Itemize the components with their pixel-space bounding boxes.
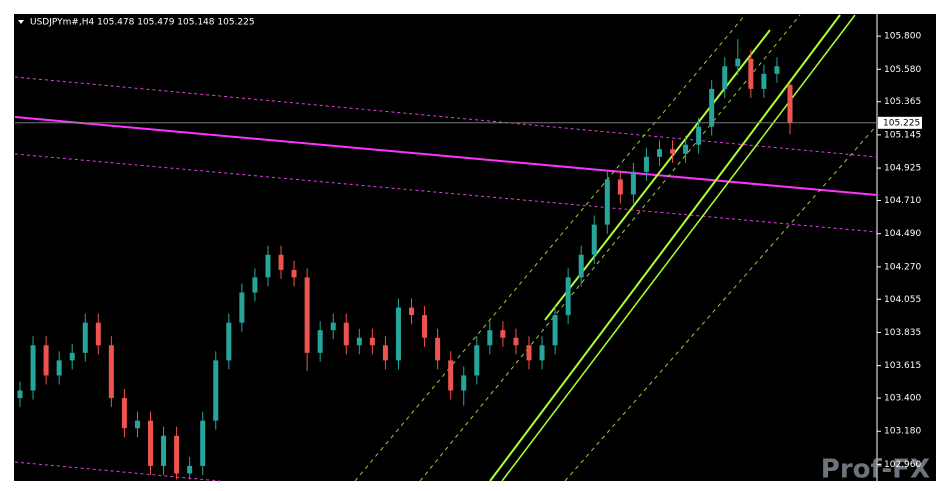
candle-body: [17, 390, 23, 399]
candle-body: [748, 58, 754, 89]
candle-body: [474, 345, 480, 376]
candle-body: [774, 66, 780, 74]
current-price-label: 105.225: [883, 118, 920, 128]
y-tick-label: 103.615: [884, 361, 921, 371]
candle-body: [343, 322, 349, 346]
candle-body: [513, 337, 519, 346]
candle-body: [787, 84, 793, 123]
watermark: Prof-FX: [821, 455, 930, 485]
candle-body: [578, 254, 584, 278]
candle-body: [395, 307, 401, 361]
candle-body: [604, 179, 610, 225]
candle-body: [526, 345, 532, 361]
chart-title: USDJPYm#,H4 105.478 105.479 105.148 105.…: [30, 18, 255, 28]
y-tick-label: 103.400: [884, 394, 921, 404]
y-tick-label: 103.180: [884, 427, 921, 437]
candle-body: [448, 360, 454, 391]
candle-body: [409, 307, 415, 316]
candle-body: [82, 322, 88, 353]
trend-line: [489, 14, 841, 482]
candle-body: [95, 322, 101, 346]
candle-body: [539, 345, 545, 361]
y-tick-label: 105.580: [884, 65, 921, 75]
candle-body: [722, 66, 728, 89]
candle-body: [500, 330, 506, 338]
candle-body: [121, 398, 127, 429]
candle-body: [761, 73, 767, 89]
candle-body: [304, 277, 310, 353]
y-tick-label: 104.270: [884, 262, 921, 272]
candle-body: [435, 337, 441, 361]
candle-body: [108, 345, 114, 399]
candle-body: [552, 315, 558, 346]
candle-body: [200, 420, 206, 466]
y-tick-label: 105.800: [884, 32, 921, 42]
plot-background: [14, 14, 936, 481]
trend-line: [501, 14, 856, 482]
y-tick-label: 105.145: [884, 130, 921, 140]
y-tick-label: 104.055: [884, 295, 921, 305]
candle-body: [330, 322, 336, 331]
candle-body: [213, 360, 219, 421]
candle-body: [617, 179, 623, 195]
candle-body: [369, 337, 375, 346]
y-tick-label: 105.365: [884, 97, 921, 107]
candle-body: [356, 337, 362, 346]
channel-line: [14, 153, 878, 233]
candle-body: [487, 330, 493, 346]
candle-body: [696, 126, 702, 145]
candle-body: [187, 465, 193, 474]
candle-body: [735, 58, 741, 67]
candle-body: [30, 345, 36, 391]
regression-line: [14, 116, 878, 196]
candle-body: [291, 269, 297, 278]
candle-body: [643, 156, 649, 172]
candle-body: [317, 330, 323, 353]
candle-body: [709, 88, 715, 127]
candle-body: [422, 315, 428, 338]
candle-body: [161, 435, 167, 466]
candle-body: [461, 375, 467, 391]
candle-body: [43, 345, 49, 376]
candle-body: [226, 322, 232, 361]
candle-body: [252, 277, 258, 293]
channel-line: [354, 14, 746, 482]
y-tick-label: 102.960: [884, 460, 921, 470]
candle-body: [630, 171, 636, 195]
candle-body: [265, 254, 271, 278]
channel-line: [14, 461, 221, 482]
candle-body: [174, 435, 180, 474]
candle-body: [683, 144, 689, 154]
y-tick-label: 103.835: [884, 328, 921, 338]
y-tick-label: 104.490: [884, 229, 921, 239]
candle-body: [134, 420, 140, 429]
candle-body: [69, 352, 75, 361]
candle-body: [56, 360, 62, 376]
menu-arrow[interactable]: [18, 20, 24, 24]
candle-body: [670, 149, 676, 154]
y-tick-label: 104.710: [884, 196, 921, 206]
candle-body: [278, 254, 284, 270]
current-price-box: [878, 116, 922, 129]
channel-line: [564, 124, 878, 482]
y-tick-label: 104.925: [884, 164, 921, 174]
candle-body: [656, 149, 662, 157]
candle-body: [148, 420, 154, 466]
candle-body: [382, 345, 388, 361]
candle-body: [239, 292, 245, 323]
channel-line: [14, 76, 878, 158]
candle-body: [565, 277, 571, 316]
candle-body: [591, 224, 597, 255]
